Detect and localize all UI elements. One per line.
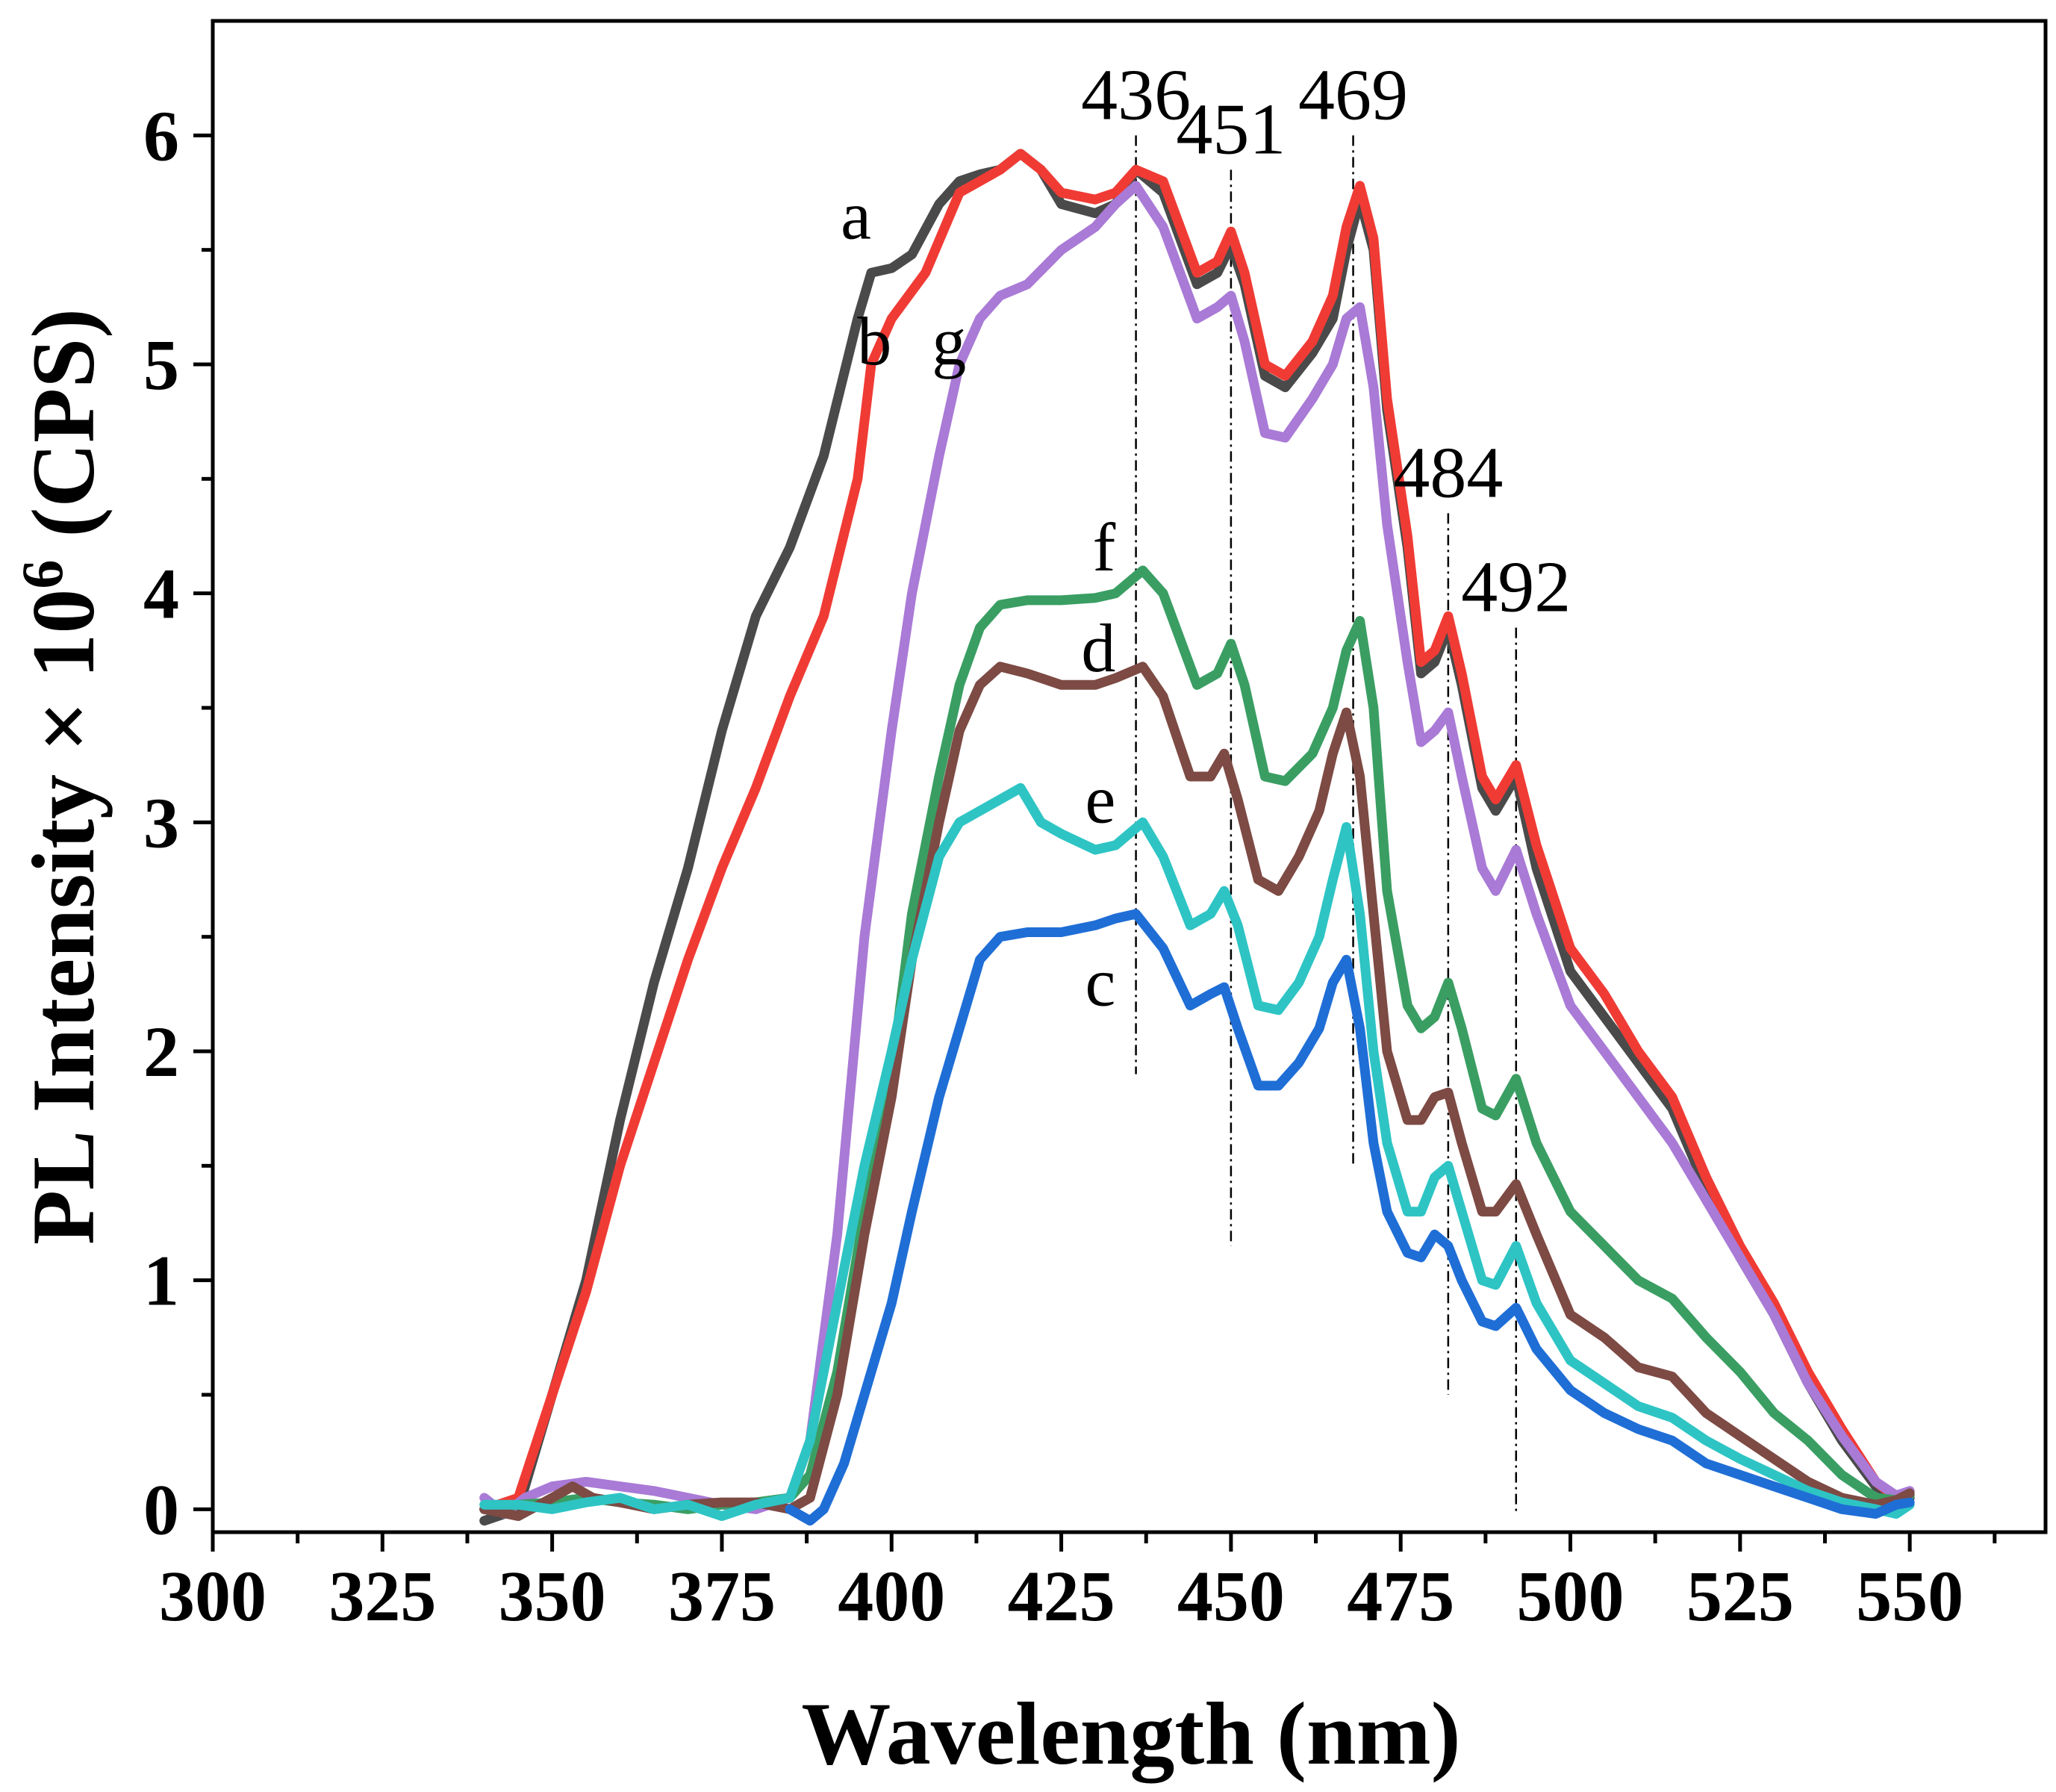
- y-axis-title-unit: (CPS): [13, 308, 113, 560]
- y-axis-title-main: PL Intensity × 10: [13, 589, 113, 1245]
- series-label-c: c: [1085, 945, 1115, 1021]
- y-tick-label: 0: [143, 1469, 179, 1549]
- series-label-a: a: [841, 177, 871, 253]
- curve-labels: ab g fde c: [841, 177, 1116, 1020]
- series-line-c: [785, 909, 1915, 1526]
- series-line-d: [479, 662, 1915, 1521]
- peak-label-469: 469: [1298, 55, 1408, 135]
- peak-label-451: 451: [1176, 89, 1286, 169]
- x-tick-label: 475: [1347, 1556, 1454, 1636]
- peak-label-484: 484: [1393, 432, 1503, 513]
- y-tick-label: 6: [143, 96, 179, 175]
- x-axis-title: Wavelength (nm): [801, 1684, 1460, 1784]
- x-tick-label: 450: [1177, 1556, 1285, 1636]
- series-line-e: [479, 783, 1915, 1521]
- reference-lines: [1135, 135, 1518, 1514]
- series-label-e: e: [1085, 761, 1115, 837]
- series-line-f: [479, 565, 1915, 1514]
- series-line-b: [479, 149, 1915, 1514]
- y-axis: 0 1 2 3 4 5 6: [143, 96, 213, 1549]
- series-line-a: [479, 149, 1915, 1526]
- series-label-f: f: [1093, 509, 1116, 585]
- series-label-b: b: [857, 303, 891, 379]
- x-tick-label: 425: [1008, 1556, 1115, 1636]
- spectrum-curves: [479, 149, 1915, 1526]
- plot-frame: [211, 19, 2048, 1534]
- x-tick-label: 300: [159, 1556, 267, 1636]
- y-tick-label: 5: [143, 325, 179, 405]
- y-tick-label: 1: [143, 1241, 179, 1321]
- x-tick-label: 550: [1856, 1556, 1963, 1636]
- y-tick-label: 2: [143, 1012, 179, 1092]
- series-label-g: g: [932, 303, 966, 379]
- y-axis-title: PL Intensity × 106 (CPS): [10, 308, 113, 1245]
- x-tick-label: 500: [1517, 1556, 1624, 1636]
- y-axis-title-exponent: 6: [10, 560, 75, 589]
- peak-label-436: 436: [1081, 55, 1191, 135]
- x-tick-label: 525: [1686, 1556, 1794, 1636]
- series-label-d: d: [1081, 610, 1115, 686]
- x-tick-label: 350: [499, 1556, 606, 1636]
- peak-label-492: 492: [1461, 547, 1571, 628]
- x-tick-label: 325: [328, 1556, 436, 1636]
- y-tick-label: 3: [143, 783, 179, 862]
- x-tick-label: 375: [668, 1556, 776, 1636]
- x-tick-label: 400: [838, 1556, 945, 1636]
- y-tick-label: 4: [143, 554, 179, 634]
- series-line-g: [479, 181, 1915, 1519]
- x-axis: 300 325 350 375 400 425 450 475 500 525 550: [159, 1532, 1997, 1636]
